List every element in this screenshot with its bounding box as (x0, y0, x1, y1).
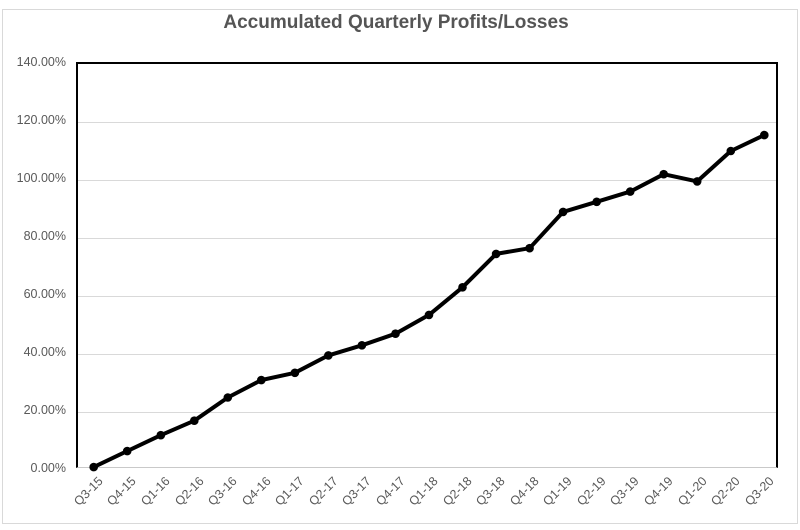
x-axis: Q3-15 Q4-15 Q1-16 Q2-16 Q3-16 Q4-16 Q1-17 Q2-17… (0, 471, 800, 527)
x-axis-label: Q2-16 (171, 474, 207, 509)
data-point-marker (357, 341, 367, 350)
data-point-marker (156, 430, 166, 440)
data-point-marker (491, 249, 501, 259)
x-axis-label: Q3-20 (741, 474, 777, 509)
data-point-marker (692, 177, 702, 186)
data-point-marker (190, 416, 199, 426)
x-axis-label: Q4-17 (372, 474, 408, 509)
y-axis-label: 60.00% (23, 287, 66, 301)
gridline (78, 121, 776, 123)
data-point-marker (558, 207, 568, 217)
y-axis-label: 80.00% (23, 229, 66, 243)
x-axis-label: Q2-17 (305, 474, 341, 509)
x-axis-label: Q1-17 (272, 474, 307, 509)
x-axis-label: Q1-19 (540, 474, 576, 509)
gridline (78, 237, 776, 239)
series-line-chart (89, 130, 769, 472)
x-axis-label: Q3-16 (205, 474, 240, 509)
x-axis-label: Q4-15 (104, 474, 140, 509)
data-point-marker (424, 310, 434, 320)
gridline (78, 179, 776, 181)
y-axis-label: 20.00% (23, 403, 66, 417)
data-point-marker (122, 446, 132, 456)
y-axis-label: 0.00% (30, 461, 66, 475)
x-axis-label: Q1-20 (674, 474, 710, 509)
data-point-marker (290, 368, 300, 378)
gridline (78, 411, 776, 413)
y-axis-label: 40.00% (23, 345, 66, 359)
plot-area (76, 62, 778, 472)
x-axis-label: Q2-19 (574, 474, 609, 509)
data-point-marker (625, 187, 635, 196)
data-point-marker (760, 130, 769, 140)
x-axis-label: Q3-17 (339, 474, 374, 509)
y-axis-label: 100.00% (16, 171, 66, 185)
x-axis-label: Q4-19 (641, 474, 676, 509)
chart-title: Accumulated Quarterly Profits/Losses (223, 12, 569, 33)
data-point-marker (391, 329, 400, 339)
gridline (78, 353, 776, 355)
x-axis-label: Q1-16 (138, 474, 173, 509)
data-point-marker (324, 351, 333, 360)
data-point-marker (257, 375, 266, 385)
data-point-marker (458, 283, 467, 292)
x-axis-label: Q2-20 (708, 474, 743, 509)
x-axis-label: Q3-18 (473, 474, 508, 509)
x-axis-label: Q3-19 (607, 474, 643, 509)
y-axis-label: 140.00% (16, 55, 66, 69)
data-point-marker (659, 169, 668, 179)
x-axis-label: Q2-18 (439, 474, 475, 509)
data-point-marker (525, 243, 534, 253)
y-axis-label: 120.00% (16, 113, 66, 127)
x-axis-label: Q4-16 (238, 474, 274, 509)
data-point-marker (89, 462, 98, 472)
x-axis-label: Q1-18 (406, 474, 441, 509)
gridline (78, 295, 776, 297)
data-point-marker (726, 146, 736, 156)
data-point-marker (223, 393, 233, 402)
x-axis-label: Q3-15 (71, 474, 106, 509)
x-axis-label: Q4-18 (507, 474, 542, 509)
data-point-marker (592, 197, 601, 207)
